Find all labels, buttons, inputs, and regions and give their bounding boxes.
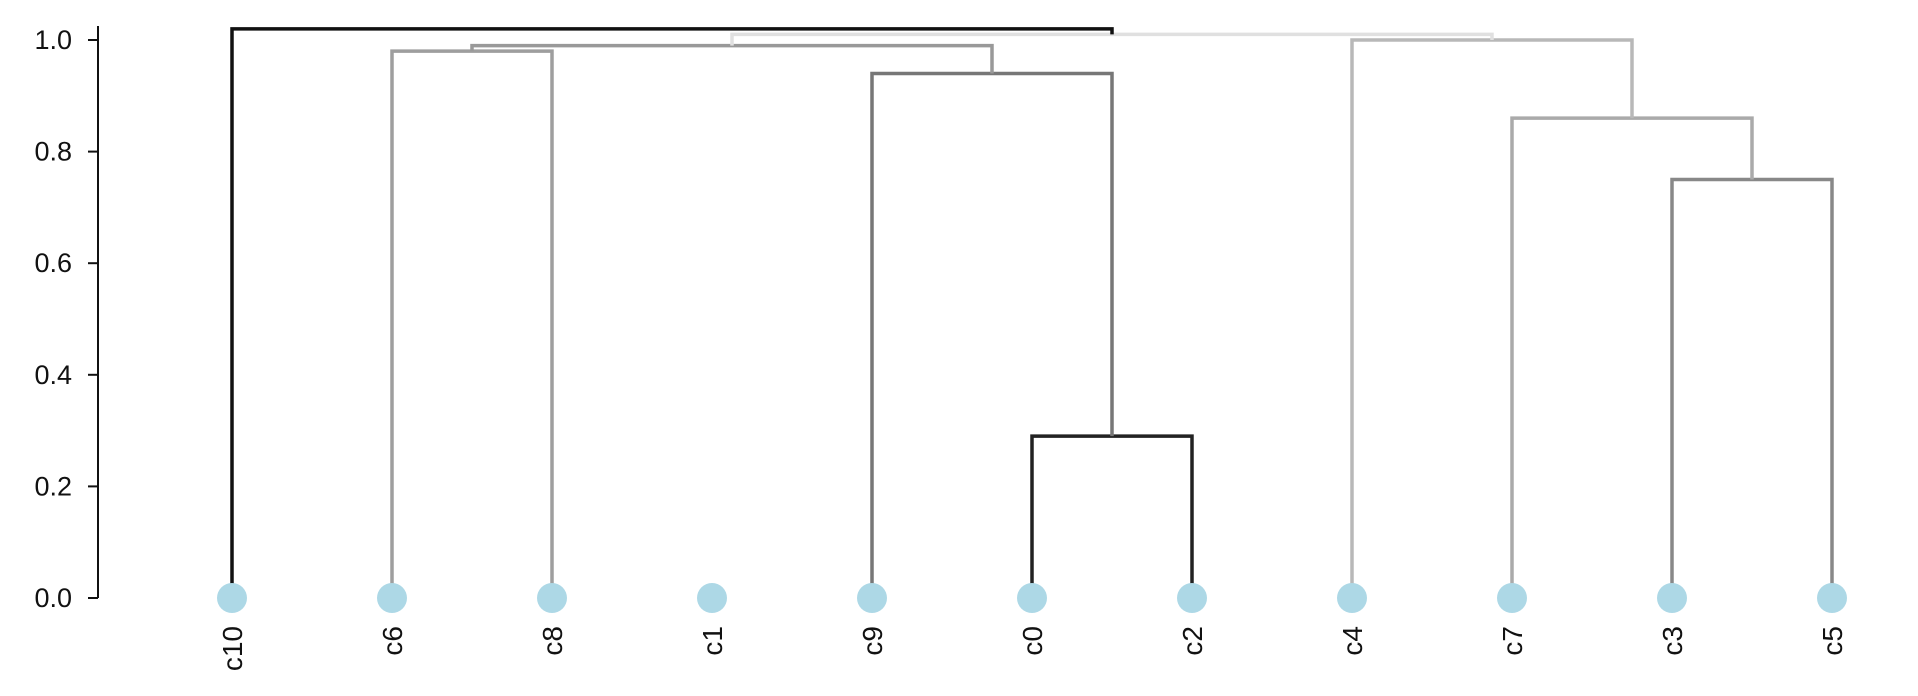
leaf-marker xyxy=(697,583,727,613)
y-tick-label: 0.2 xyxy=(34,471,72,501)
y-tick-label: 1.0 xyxy=(34,25,72,55)
leaf-marker xyxy=(857,583,887,613)
y-axis: 0.0 0.2 0.4 0.6 0.8 1.0 xyxy=(34,25,99,613)
leaf-label: c6 xyxy=(377,626,408,656)
leaf-label: c10 xyxy=(217,626,248,671)
leaf-marker xyxy=(1177,583,1207,613)
leaf-markers xyxy=(217,583,1847,613)
dendrogram-link-m_c3_c5 xyxy=(1670,177,1834,598)
dendrogram-links xyxy=(230,27,1834,598)
dendrogram-link-m_c9_c0c2 xyxy=(870,71,1114,598)
leaf-labels: c10 c6 c8 c1 c9 c0 c2 c4 c7 c3 c5 xyxy=(217,626,1848,671)
leaf-label: c3 xyxy=(1657,626,1688,656)
dendrogram-link-m_c7_c3c5 xyxy=(1510,116,1754,598)
y-tick-label: 0.0 xyxy=(34,583,72,613)
leaf-label: c7 xyxy=(1497,626,1528,656)
leaf-label: c8 xyxy=(537,626,568,656)
leaf-label: c1 xyxy=(697,626,728,656)
y-tick-label: 0.6 xyxy=(34,248,72,278)
dendrogram-link-m_c0_c2 xyxy=(1030,434,1194,598)
leaf-marker xyxy=(1657,583,1687,613)
dendrogram-link-m_c4_c7c3c5 xyxy=(1350,38,1634,598)
leaf-marker xyxy=(1817,583,1847,613)
leaf-marker xyxy=(1337,583,1367,613)
dendrogram-link-m_root xyxy=(230,27,1114,598)
leaf-marker xyxy=(1497,583,1527,613)
leaf-label: c9 xyxy=(857,626,888,656)
leaf-label: c4 xyxy=(1337,626,1368,656)
leaf-marker xyxy=(377,583,407,613)
leaf-label: c2 xyxy=(1177,626,1208,656)
y-tick-label: 0.4 xyxy=(34,360,72,390)
leaf-marker xyxy=(217,583,247,613)
dendrogram-link-m_c6_c8 xyxy=(390,49,554,598)
leaf-label: c0 xyxy=(1017,626,1048,656)
leaf-label: c5 xyxy=(1817,626,1848,656)
leaf-marker xyxy=(1017,583,1047,613)
leaf-marker xyxy=(537,583,567,613)
y-tick-label: 0.8 xyxy=(34,137,72,167)
